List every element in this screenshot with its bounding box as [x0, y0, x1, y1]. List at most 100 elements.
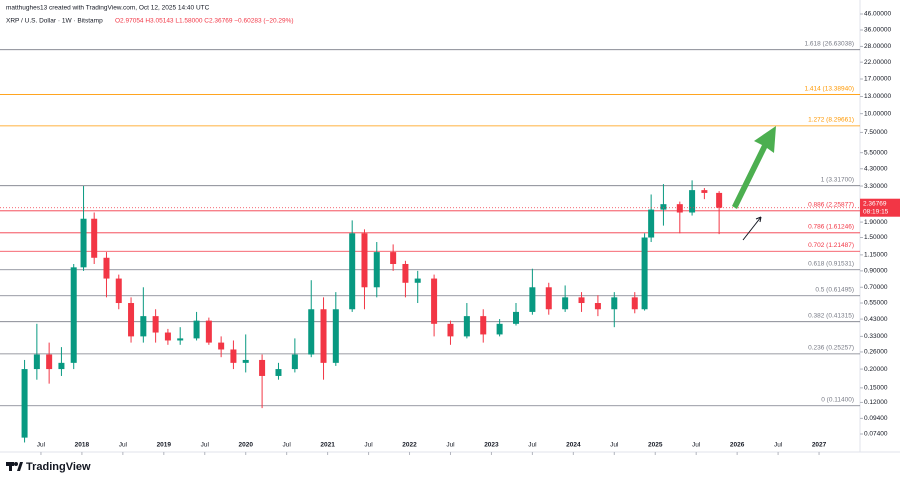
x-tick-label: Jul [774, 442, 783, 449]
x-tick-label: 2022 [402, 442, 417, 449]
x-tick-label: Jul [283, 442, 292, 449]
y-tick-label: 5.50000 [864, 149, 888, 156]
candle-body [414, 278, 421, 283]
fib-label: 0.236 (0.25257) [808, 345, 854, 352]
candle-body [164, 332, 171, 341]
candle-body [641, 237, 648, 310]
candle-body [46, 354, 53, 370]
green-arrow [732, 126, 776, 209]
x-tick-label: Jul [446, 442, 455, 449]
candle-body [689, 190, 696, 213]
candle-body [291, 354, 298, 370]
y-tick-label: 13.00000 [864, 93, 891, 100]
y-tick-label: 1.90000 [864, 219, 888, 226]
x-tick-label: Jul [119, 442, 128, 449]
ohlc: O2.97054 H3.05143 L1.58000 C2.36769 −0.6… [115, 18, 294, 25]
logo-icon [6, 462, 23, 471]
candle-body [480, 316, 487, 335]
candle-body [390, 252, 397, 264]
y-tick-label: 10.00000 [864, 110, 891, 117]
candle-body [648, 209, 655, 238]
y-tick-label: 0.07400 [864, 431, 888, 438]
logo-text: TradingView [26, 461, 91, 473]
y-tick-label: 0.55000 [864, 300, 888, 307]
x-tick-label: Jul [364, 442, 373, 449]
fib-label: 0.5 (0.61495) [815, 286, 854, 293]
candle-body [58, 362, 65, 370]
candle-body [242, 359, 249, 363]
candle-body [21, 369, 28, 438]
candle-body [431, 278, 438, 324]
y-tick-label: 0.12000 [864, 399, 888, 406]
y-tick-label: 0.33000 [864, 333, 888, 340]
candle-body [660, 204, 667, 210]
candle-body [373, 252, 380, 288]
candle-body [259, 359, 266, 376]
fib-label: 0.702 (1.21487) [808, 242, 854, 249]
candle-body [463, 316, 470, 337]
candle-body [562, 297, 569, 310]
candle-body [676, 204, 683, 213]
plot: 46.00000 36.00000 28.00000 22.00000 17.00000… [0, 11, 900, 455]
candle-body [513, 311, 519, 324]
candle-body [115, 278, 122, 304]
y-tick-label: 1.50000 [864, 234, 888, 241]
fib-label: 0.382 (0.41315) [808, 312, 854, 319]
candle-body [230, 349, 237, 363]
x-tick-label: 2018 [75, 442, 90, 449]
candle-body [218, 342, 225, 350]
y-tick-label: 0.70000 [864, 284, 888, 291]
candle-body [361, 233, 368, 288]
candle-body [701, 190, 708, 193]
y-tick-label: 0.20000 [864, 366, 888, 373]
candle-body [308, 309, 315, 355]
y-tick-label: 17.00000 [864, 76, 891, 83]
candle-body [716, 192, 723, 208]
candle-body [332, 309, 339, 363]
fib-label: 0.786 (1.61246) [808, 224, 854, 231]
y-tick-label: 3.30000 [864, 183, 888, 190]
candle-body [177, 338, 184, 341]
black-arrow-head [755, 216, 762, 223]
x-tick-label: 2026 [730, 442, 745, 449]
fib-label: 1 (3.31700) [821, 176, 854, 183]
fib-label: 1.618 (26.63038) [804, 40, 854, 47]
candle-body [611, 297, 618, 310]
x-tick-label: Jul [610, 442, 619, 449]
fib-label: 1.272 (8.29661) [808, 117, 854, 124]
x-tick-label: Jul [37, 442, 46, 449]
last-price-box [860, 198, 900, 217]
x-tick-label: 2020 [238, 442, 253, 449]
candle-body [193, 320, 200, 339]
candle-body [275, 369, 282, 376]
candle-body [349, 233, 356, 310]
candle-body [545, 287, 552, 310]
candle-body [103, 257, 110, 279]
last-price-label: 2.36769 [863, 200, 887, 207]
x-tick-label: Jul [528, 442, 537, 449]
candle-body [529, 287, 536, 312]
candle-body [70, 267, 77, 363]
y-tick-label: 0.26000 [864, 349, 888, 356]
y-tick-label: 36.00000 [864, 27, 891, 34]
candle-body [205, 320, 212, 343]
black-arrow [742, 216, 762, 241]
candle-body [140, 316, 147, 337]
candle-body [80, 218, 87, 268]
x-tick-label: 2024 [566, 442, 581, 449]
x-tick-label: Jul [201, 442, 210, 449]
fib-label: 1.414 (13.38940) [804, 85, 854, 92]
candle-body [91, 218, 98, 258]
fib-label: 0.618 (0.91531) [808, 260, 854, 267]
candle-body [320, 309, 327, 363]
x-tick-label: 2027 [812, 442, 827, 449]
x-tick-label: Jul [692, 442, 701, 449]
candle-body [152, 316, 159, 333]
y-tick-label: 22.00000 [864, 59, 891, 66]
candle-body [631, 297, 638, 310]
y-tick-label: 0.15000 [864, 385, 888, 392]
symbol: XRP / U.S. Dollar · 1W · Bitstamp [6, 18, 103, 25]
candle-body [496, 323, 503, 335]
